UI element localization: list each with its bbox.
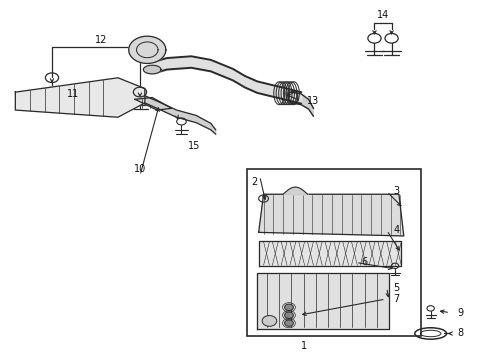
Polygon shape (144, 65, 161, 74)
Text: 6: 6 (362, 257, 368, 267)
Polygon shape (129, 36, 166, 63)
Polygon shape (257, 273, 389, 329)
Text: 5: 5 (393, 283, 399, 293)
Text: 12: 12 (95, 35, 107, 45)
Circle shape (285, 312, 294, 319)
Text: 15: 15 (188, 141, 200, 151)
Polygon shape (145, 96, 216, 134)
Text: 7: 7 (393, 294, 399, 304)
Polygon shape (292, 92, 314, 116)
Polygon shape (135, 98, 172, 110)
Ellipse shape (262, 316, 277, 326)
Text: 14: 14 (377, 10, 389, 20)
Circle shape (285, 320, 294, 326)
Text: 1: 1 (300, 341, 307, 351)
Text: 11: 11 (67, 89, 79, 99)
Text: 10: 10 (134, 164, 146, 174)
Text: 13: 13 (307, 96, 319, 106)
Text: 4: 4 (393, 225, 399, 235)
Bar (247, 169, 421, 336)
Text: 9: 9 (457, 308, 463, 318)
Circle shape (285, 304, 294, 311)
Text: 8: 8 (457, 328, 463, 338)
Text: 3: 3 (393, 186, 399, 197)
Polygon shape (15, 78, 145, 117)
Polygon shape (259, 241, 401, 266)
Polygon shape (259, 194, 404, 236)
Text: 2: 2 (252, 177, 258, 187)
